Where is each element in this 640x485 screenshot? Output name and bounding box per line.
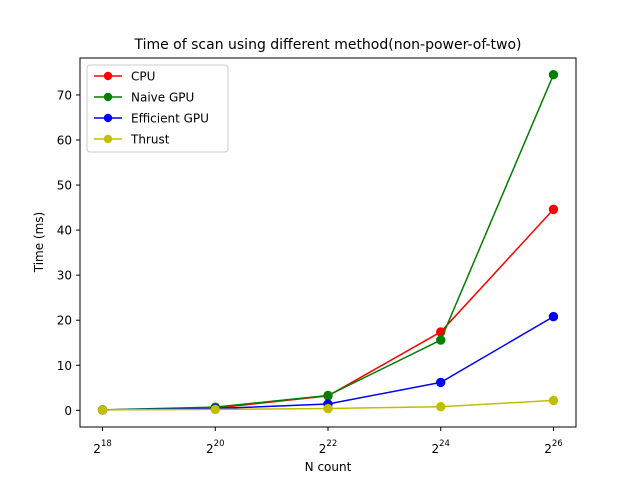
data-point-naive-gpu bbox=[436, 335, 446, 345]
data-point-thrust bbox=[97, 405, 108, 415]
legend-label: Naive GPU bbox=[131, 91, 194, 105]
y-tick-label: 10 bbox=[57, 359, 72, 373]
legend-label: CPU bbox=[131, 70, 155, 84]
y-tick-label: 0 bbox=[64, 404, 72, 418]
data-point-efficient-gpu bbox=[436, 377, 446, 388]
data-point-thrust bbox=[548, 395, 559, 406]
x-tick-label: 222 bbox=[319, 439, 337, 456]
y-axis-label: Time (ms) bbox=[32, 212, 46, 274]
x-tick-label: 224 bbox=[431, 439, 449, 456]
x-axis-label: N count bbox=[305, 460, 352, 474]
data-point-naive-gpu bbox=[323, 390, 333, 401]
data-point-efficient-gpu bbox=[548, 311, 559, 322]
legend-swatch-marker bbox=[103, 71, 113, 81]
y-tick-label: 20 bbox=[57, 314, 72, 328]
x-tick-label: 218 bbox=[93, 439, 111, 456]
chart-title: Time of scan using different method(non-… bbox=[133, 37, 521, 53]
y-tick-label: 60 bbox=[57, 134, 72, 148]
data-point-thrust bbox=[323, 403, 333, 414]
y-tick-label: 50 bbox=[57, 179, 72, 193]
data-point-thrust bbox=[210, 404, 220, 415]
data-point-cpu bbox=[548, 204, 559, 215]
legend-swatch-marker bbox=[103, 113, 113, 123]
data-point-thrust bbox=[436, 402, 446, 412]
legend-label: Efficient GPU bbox=[131, 112, 209, 126]
series-line-cpu bbox=[102, 208, 555, 411]
legend-swatch-marker bbox=[103, 134, 113, 144]
y-tick-label: 70 bbox=[57, 88, 72, 102]
legend-swatch-marker bbox=[103, 92, 113, 102]
legend-box bbox=[86, 64, 229, 153]
y-tick-label: 40 bbox=[57, 224, 72, 238]
y-tick-label: 30 bbox=[57, 269, 72, 283]
x-tick-label: 226 bbox=[544, 439, 562, 456]
data-point-naive-gpu bbox=[548, 69, 559, 80]
legend-label: Thrust bbox=[130, 133, 170, 147]
x-tick-label: 220 bbox=[206, 439, 224, 456]
